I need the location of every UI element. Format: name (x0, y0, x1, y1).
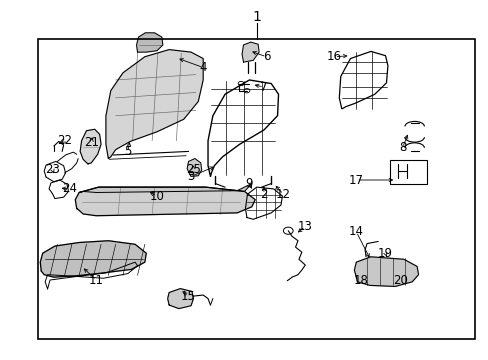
Text: 23: 23 (45, 163, 60, 176)
Text: 19: 19 (377, 247, 392, 260)
Text: 13: 13 (297, 220, 312, 233)
Text: 5: 5 (124, 145, 131, 158)
Text: 6: 6 (262, 50, 269, 63)
Text: 17: 17 (348, 174, 363, 186)
Text: 3: 3 (187, 170, 194, 183)
Polygon shape (80, 129, 101, 164)
Text: 15: 15 (181, 289, 196, 303)
Polygon shape (187, 158, 201, 176)
Polygon shape (75, 187, 255, 216)
Text: 7: 7 (260, 81, 267, 94)
Polygon shape (79, 184, 251, 193)
Polygon shape (106, 50, 203, 158)
Text: 18: 18 (353, 274, 368, 287)
Text: 9: 9 (245, 177, 253, 190)
Text: 12: 12 (275, 188, 290, 201)
Text: 16: 16 (326, 50, 341, 63)
Bar (389, 160, 426, 184)
Polygon shape (354, 257, 418, 287)
Polygon shape (167, 289, 193, 309)
Text: 22: 22 (57, 134, 72, 147)
Text: 8: 8 (398, 141, 406, 154)
Text: 10: 10 (149, 190, 164, 203)
Text: 14: 14 (348, 225, 363, 238)
Text: 24: 24 (62, 183, 77, 195)
Text: 4: 4 (199, 61, 206, 74)
Text: 1: 1 (252, 10, 261, 24)
Polygon shape (136, 33, 163, 52)
Text: 25: 25 (185, 163, 201, 176)
Bar (38, 39, 474, 339)
Text: 2: 2 (260, 188, 267, 201)
Polygon shape (40, 241, 146, 277)
Text: 11: 11 (88, 274, 103, 287)
Polygon shape (242, 42, 259, 62)
Text: 21: 21 (83, 136, 99, 149)
Text: 20: 20 (392, 274, 407, 287)
